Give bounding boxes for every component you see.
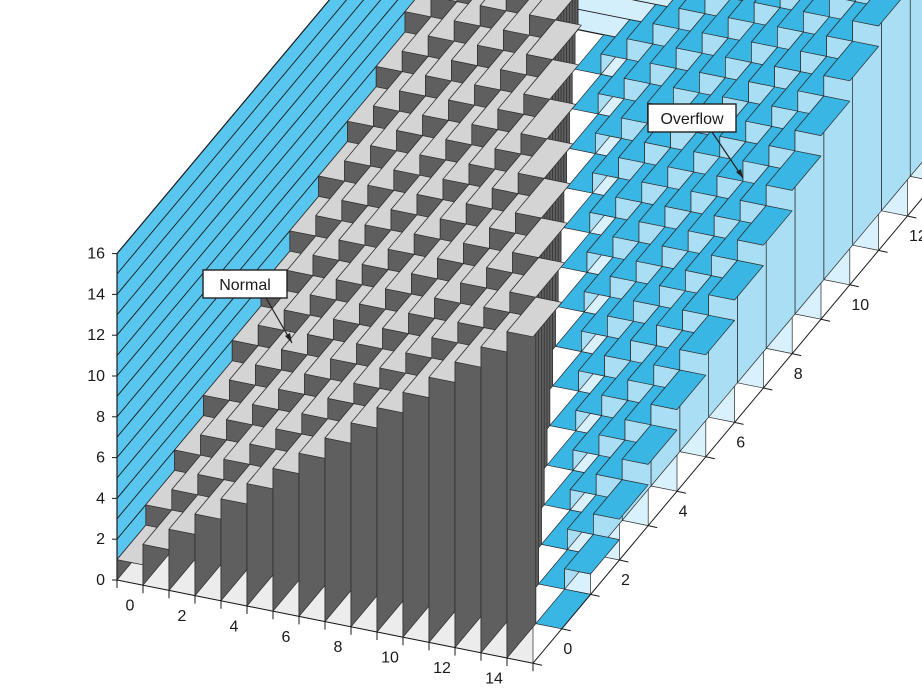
y-tick <box>735 422 744 424</box>
z-tick-label: 8 <box>96 409 105 426</box>
x-tick-label: 0 <box>126 598 135 615</box>
x-tick-label: 8 <box>334 639 343 656</box>
bar-side <box>403 358 432 637</box>
y-tick <box>619 560 628 562</box>
overflow-label: Overflow <box>660 111 724 128</box>
bar-side <box>507 297 536 658</box>
y-tick <box>879 250 888 252</box>
y-tick-label: 0 <box>563 641 572 658</box>
x-tick-label: 14 <box>485 670 503 687</box>
y-tick-label: 12 <box>909 228 922 245</box>
y-tick <box>533 663 542 665</box>
y-tick <box>648 526 657 528</box>
y-tick-label: 10 <box>851 297 869 314</box>
bar-top <box>536 589 591 629</box>
bar-overflow-x15-y14 <box>910 0 922 182</box>
z-tick-label: 12 <box>87 327 105 344</box>
y-tick <box>850 285 859 287</box>
bar-side <box>881 0 910 211</box>
bar-side <box>481 312 510 652</box>
y-tick-label: 8 <box>794 366 803 383</box>
y-tick-label: 6 <box>736 435 745 452</box>
y-tick <box>677 491 686 493</box>
y-tick <box>792 354 801 356</box>
y-tick-label: 4 <box>679 503 688 520</box>
y-tick <box>821 319 830 321</box>
bar-side <box>910 0 922 176</box>
bar-side <box>429 343 458 643</box>
y-tick <box>562 629 571 631</box>
z-tick-label: 14 <box>87 286 105 303</box>
y-tick-label: 2 <box>621 572 630 589</box>
z-tick-label: 4 <box>96 490 105 507</box>
normal-label: Normal <box>219 277 271 294</box>
z-tick-label: 16 <box>87 246 105 263</box>
x-tick-label: 4 <box>230 618 239 635</box>
bar-overflow-x15-y1 <box>536 589 591 629</box>
z-tick-label: 6 <box>96 450 105 467</box>
x-tick-label: 12 <box>433 660 451 677</box>
y-tick <box>763 388 772 390</box>
x-tick-label: 2 <box>178 608 187 625</box>
bar-side <box>455 328 484 648</box>
x-tick-label: 10 <box>381 650 399 667</box>
z-tick-label: 2 <box>96 531 105 548</box>
y-tick <box>706 457 715 459</box>
z-tick-label: 10 <box>87 368 105 385</box>
y-tick <box>907 216 916 218</box>
x-tick-label: 6 <box>282 629 291 646</box>
y-tick <box>591 594 600 596</box>
bar-side <box>853 0 882 245</box>
z-tick-label: 0 <box>96 572 105 589</box>
